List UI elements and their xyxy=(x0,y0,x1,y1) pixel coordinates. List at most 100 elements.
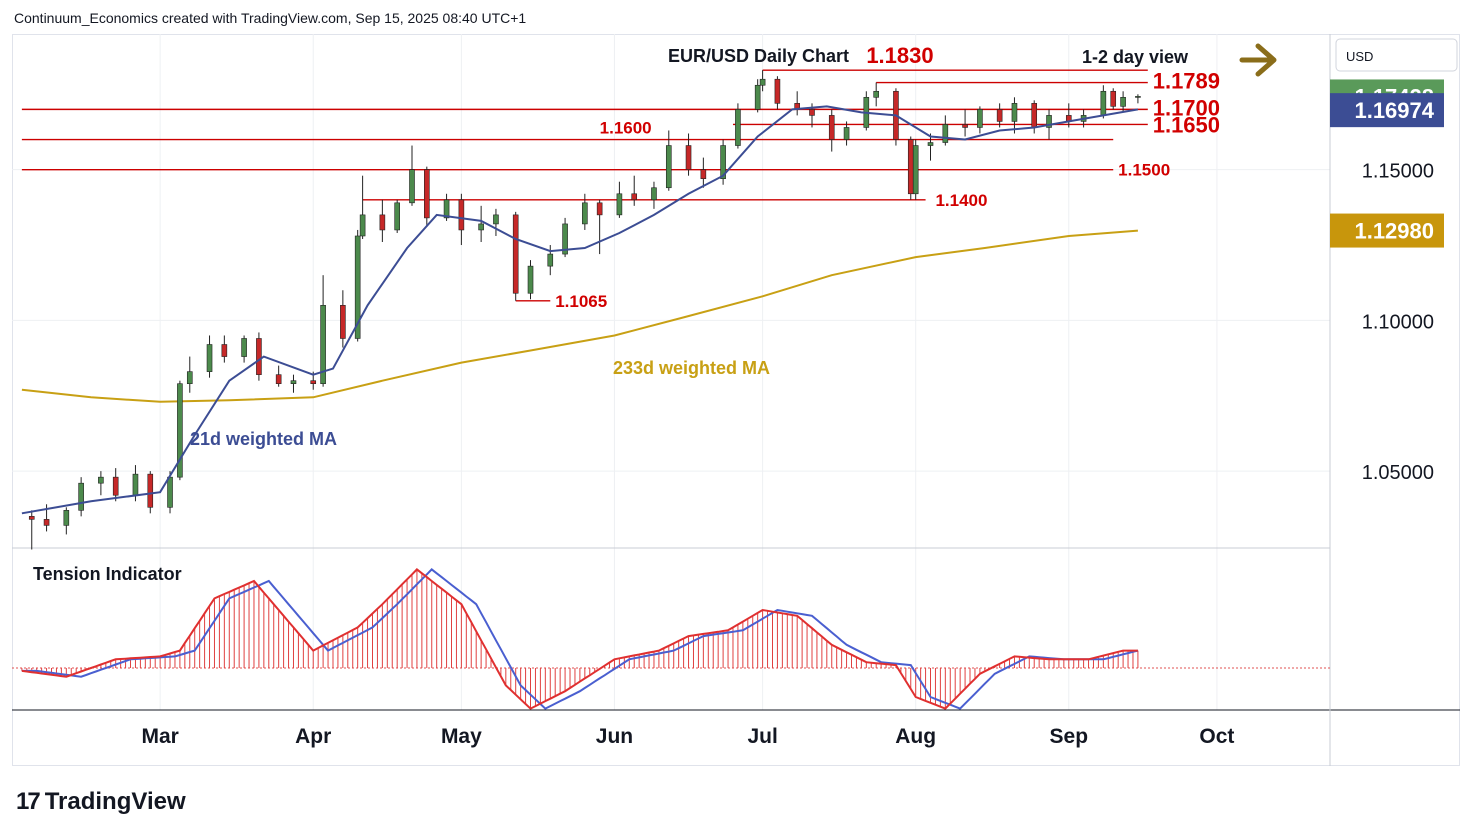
candle-body xyxy=(1120,97,1126,107)
candle-body xyxy=(1011,103,1018,122)
level-label-1.1600: 1.1600 xyxy=(600,119,652,138)
candle-body xyxy=(942,124,949,143)
candle-body xyxy=(241,338,247,357)
tension-signal-line xyxy=(21,568,1139,710)
candle-body xyxy=(275,374,282,385)
candle-body xyxy=(962,124,968,128)
candle-body xyxy=(873,90,879,98)
candle-body xyxy=(527,265,534,294)
candle-body xyxy=(754,84,761,110)
candle-body xyxy=(206,344,213,372)
candle-body xyxy=(665,145,672,189)
arrow-right-icon xyxy=(1239,43,1277,77)
candle-body xyxy=(907,139,914,195)
candle-body xyxy=(493,214,499,225)
y-tick-label: 1.10000 xyxy=(1362,311,1434,333)
tension-indicator-title: Tension Indicator xyxy=(33,564,182,584)
candle-body xyxy=(112,476,119,496)
tradingview-logo[interactable]: 17 TradingView xyxy=(16,788,186,816)
candle-body xyxy=(735,109,741,146)
candle-body xyxy=(132,473,139,496)
candle-body xyxy=(177,383,183,478)
price-badge xyxy=(1330,213,1444,248)
candle-body xyxy=(562,223,568,255)
x-tick-label-mar: Mar xyxy=(141,725,178,748)
ma233-label: 233d weighted MA xyxy=(613,358,770,378)
x-tick-label-oct: Oct xyxy=(1199,725,1234,748)
candle-body xyxy=(394,202,400,231)
x-tick-label-may: May xyxy=(441,725,482,748)
candle-body xyxy=(147,473,154,508)
candle-body xyxy=(78,482,84,511)
candle-body xyxy=(843,127,850,140)
candle-body xyxy=(424,169,430,219)
candle-body xyxy=(443,199,450,219)
candle-body xyxy=(354,235,361,339)
x-tick-label-apr: Apr xyxy=(295,725,331,748)
candle-body xyxy=(43,519,50,526)
candle-body xyxy=(167,476,173,508)
candle-body xyxy=(221,344,228,357)
tension-main-line xyxy=(21,568,1138,710)
currency-label: USD xyxy=(1346,49,1373,64)
price-badge xyxy=(1330,93,1444,128)
candle-body xyxy=(256,338,262,375)
candle-body xyxy=(290,380,297,385)
candle-body xyxy=(927,142,934,146)
tradingview-logo-text: TradingView xyxy=(44,788,186,815)
candle-body xyxy=(1100,90,1107,116)
candle-body xyxy=(759,78,766,86)
candle-body xyxy=(596,202,603,216)
x-tick-label-jul: Jul xyxy=(747,725,777,748)
candle-body xyxy=(631,193,638,201)
chart-title: EUR/USD Daily Chart xyxy=(668,46,849,66)
chart-header-credit: Continuum_Economics created with Trading… xyxy=(14,10,527,26)
candle-body xyxy=(774,78,781,104)
candle-body xyxy=(310,380,317,385)
chart-subtitle: 1-2 day view xyxy=(1082,47,1189,67)
candle-body xyxy=(809,109,815,116)
candle-body xyxy=(912,145,919,195)
candle-body xyxy=(616,193,623,216)
price-badge-label: 1.16974 xyxy=(1354,98,1434,123)
candle-body xyxy=(685,145,692,170)
candle-body xyxy=(720,145,726,180)
level-label-1.1700: 1.1700 xyxy=(1153,95,1220,120)
candle-body xyxy=(359,214,366,237)
candle-body xyxy=(340,305,346,339)
candle-body xyxy=(996,109,1003,122)
level-label-1.1789: 1.1789 xyxy=(1153,69,1220,94)
level-label-1.1650: 1.1650 xyxy=(1153,112,1220,137)
candle-body xyxy=(98,476,104,484)
candle-body xyxy=(651,187,657,201)
candle-body xyxy=(478,223,484,231)
candle-body xyxy=(1031,103,1038,128)
y-tick-label: 1.05000 xyxy=(1362,462,1434,484)
candle-body xyxy=(977,109,983,128)
level-label-1.1065: 1.1065 xyxy=(555,292,607,311)
candle-body xyxy=(320,305,326,385)
candle-body xyxy=(1110,90,1117,107)
level-label-1.1830: 1.1830 xyxy=(866,43,933,68)
x-tick-label-jun: Jun xyxy=(596,725,633,748)
candle-body xyxy=(700,169,707,180)
price-badge-label: 1.12980 xyxy=(1354,219,1434,244)
ma21-label: 21d weighted MA xyxy=(190,429,337,449)
candle-body xyxy=(582,202,588,225)
candle-body xyxy=(1135,96,1141,98)
candle-body xyxy=(63,510,70,526)
candle-body xyxy=(512,214,519,294)
level-label-1.1400: 1.1400 xyxy=(935,191,987,210)
candle-body xyxy=(28,516,35,520)
ma233-line xyxy=(21,229,1138,403)
candle-body xyxy=(1046,115,1052,128)
ma21-line xyxy=(21,105,1139,515)
x-tick-label-aug: Aug xyxy=(895,725,936,748)
candle-body xyxy=(409,169,415,204)
x-tick-label-sep: Sep xyxy=(1050,725,1089,748)
y-tick-label: 1.15000 xyxy=(1362,161,1434,183)
candle-body xyxy=(186,371,193,385)
candle-body xyxy=(458,199,465,231)
chart-frame xyxy=(12,34,1460,766)
